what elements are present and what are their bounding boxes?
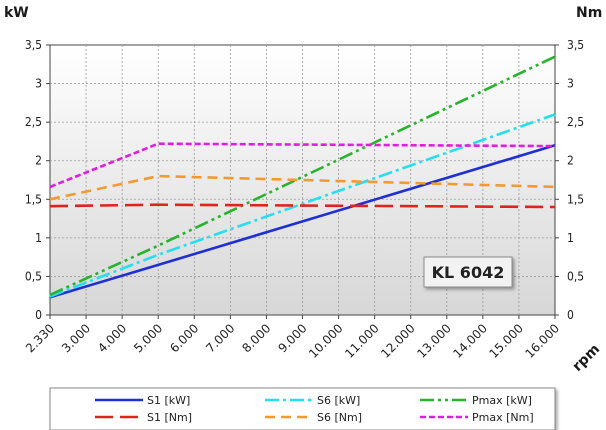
y-tick-label-right: 2,5 — [567, 115, 584, 129]
x-tick-label: 16.000 — [523, 321, 563, 361]
y-tick-label-right: 3 — [567, 77, 574, 91]
series-line-1 — [49, 144, 556, 299]
legend-label: S6 [kW] — [317, 394, 360, 407]
y-tick-label-right: 1,5 — [567, 192, 584, 206]
x-tick-label: 2.330 — [23, 321, 57, 355]
series-line-4 — [49, 203, 556, 209]
series-line-5 — [49, 174, 556, 201]
y-tick-label-left: 0 — [35, 308, 42, 322]
y-tick-label-left: 0,5 — [25, 269, 42, 283]
x-tick-label: 7.000 — [203, 321, 237, 355]
y-tick-label-right: 0,5 — [567, 269, 584, 283]
model-badge: KL 6042 — [423, 256, 513, 288]
y-tick-label-left: 2,5 — [25, 115, 42, 129]
y-tick-label-right: 2 — [567, 154, 574, 168]
series-line-6 — [49, 142, 556, 189]
legend-label: S6 [Nm] — [317, 411, 362, 424]
y-tick-label-right: 3,5 — [567, 38, 584, 52]
y-axis-label-left: kW — [4, 5, 29, 21]
legend-label: Pmax [Nm] — [472, 411, 534, 424]
legend-label: Pmax [kW] — [472, 394, 532, 407]
x-ticks: 2.330 3.000 4.000 5.000 6.000 7.000 8.000 9.000… — [23, 315, 562, 361]
x-tick-label: 6.000 — [167, 321, 201, 355]
series-line-2 — [49, 113, 556, 298]
y-tick-label-right: 0 — [567, 308, 574, 322]
x-tick-label: 4.000 — [95, 321, 129, 355]
y-tick-label-left: 1,5 — [25, 192, 42, 206]
model-label: KL 6042 — [432, 263, 505, 282]
y-tick-label-left: 3,5 — [25, 38, 42, 52]
x-tick-label: 8.000 — [239, 321, 273, 355]
y-tick-label-right: 1 — [567, 231, 574, 245]
x-tick-label: 13.000 — [414, 321, 454, 361]
x-axis-label: rpm — [570, 341, 604, 375]
x-tick-label: 15.000 — [486, 321, 526, 361]
series-line-3 — [49, 55, 556, 297]
legend-label: S1 [Nm] — [147, 411, 192, 424]
legend-label: S1 [kW] — [147, 394, 190, 407]
x-tick-label: 5.000 — [131, 321, 165, 355]
y-ticks-right: 0 0,5 1 1,5 2 2,5 3 3,5 — [555, 38, 584, 322]
y-tick-label-left: 2 — [35, 154, 42, 168]
y-tick-label-left: 3 — [35, 77, 42, 91]
x-tick-label: 10.000 — [306, 321, 346, 361]
x-tick-label: 9.000 — [275, 321, 309, 355]
legend: S1 [kW] S6 [kW] Pmax [kW] S1 [Nm] S6 [Nm] Pma… — [49, 387, 556, 430]
y-axis-label-right: Nm — [576, 5, 602, 21]
y-tick-label-left: 1 — [35, 231, 42, 245]
x-tick-label: 11.000 — [342, 321, 382, 361]
x-tick-label: 12.000 — [378, 321, 418, 361]
x-tick-label: 14.000 — [450, 321, 490, 361]
x-tick-label: 3.000 — [59, 321, 93, 355]
y-ticks-left: 0 0,5 1 1,5 2 2,5 3 3,5 — [25, 38, 50, 322]
series-lines — [49, 55, 556, 299]
